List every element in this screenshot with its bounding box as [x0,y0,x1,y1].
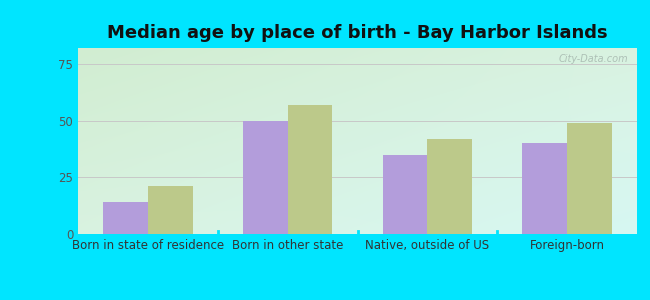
Text: City-Data.com: City-Data.com [559,54,629,64]
Bar [243,121,287,234]
Bar [287,105,332,234]
Bar [428,139,472,234]
Bar [103,202,148,234]
Bar [148,186,192,234]
Bar [567,123,612,234]
Title: Median age by place of birth - Bay Harbor Islands: Median age by place of birth - Bay Harbo… [107,24,608,42]
Bar [523,143,567,234]
Bar [383,154,428,234]
